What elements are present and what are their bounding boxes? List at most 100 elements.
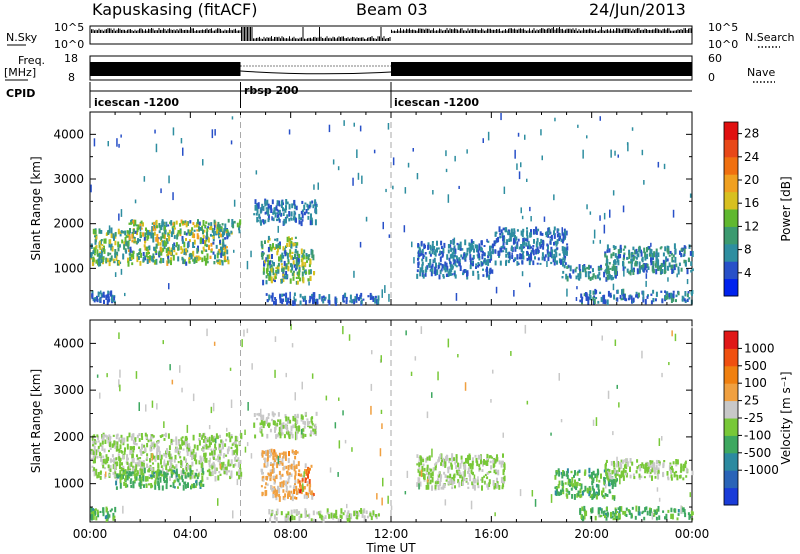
- panel-velocity-cell: [625, 507, 628, 511]
- panel-power-cell: [167, 258, 170, 264]
- panel-power-cell: [431, 241, 434, 244]
- panel-velocity-cell: [616, 518, 619, 521]
- panel-velocity-cell: [347, 510, 350, 515]
- panel-velocity-cell: [601, 490, 603, 496]
- panel-velocity-cell: [290, 509, 293, 515]
- panel-power-cell: [95, 245, 98, 249]
- panel-velocity-cell: [194, 454, 197, 460]
- panel-velocity-cell: [203, 444, 206, 448]
- panel-power-cell: [172, 245, 174, 250]
- panel-velocity-cell: [178, 451, 181, 454]
- panel-velocity-cell: [289, 485, 292, 488]
- panel-power-cell: [563, 264, 566, 269]
- panel-velocity-cell: [168, 459, 171, 463]
- panel-power-cell: [97, 253, 100, 257]
- panel-velocity-cell: [117, 453, 120, 459]
- panel-velocity-cell: [496, 457, 499, 462]
- panel-power-cell: [455, 293, 458, 301]
- panel-power-cell: [468, 248, 471, 254]
- panel-velocity-cell: [145, 436, 148, 440]
- panel-power-cell: [276, 200, 279, 206]
- panel-velocity-cell: [179, 444, 182, 450]
- panel-power-cell: [375, 299, 378, 303]
- panel-velocity-cell: [229, 367, 232, 371]
- panel-velocity-cell: [310, 464, 313, 468]
- panel-power-cell: [301, 200, 304, 204]
- panel-velocity-cell: [280, 511, 283, 516]
- panel-power-cell: [547, 252, 549, 257]
- panel-velocity-cell: [208, 425, 211, 430]
- panel-velocity-cell: [457, 467, 460, 471]
- panel-velocity-cell: [662, 462, 665, 467]
- panel-power-cell: [177, 256, 180, 262]
- panel-power-cell: [167, 255, 170, 259]
- panel-velocity-cell: [299, 482, 302, 488]
- panel-power-cell: [546, 260, 548, 267]
- panel-power-cell: [142, 258, 145, 262]
- panel-velocity-cell: [446, 475, 449, 478]
- panel-power-cell: [125, 250, 128, 254]
- noise-left-label: N.Sky: [6, 31, 38, 44]
- panel-velocity-cell: [121, 437, 124, 444]
- panel-power-cell: [274, 273, 277, 278]
- panel-velocity-cell: [115, 486, 118, 490]
- panel-velocity-cell: [284, 493, 287, 498]
- panel-power-cell: [439, 250, 442, 255]
- panel-power-cell: [624, 297, 627, 301]
- panel-power-cell: [294, 248, 297, 253]
- panel-power-cell: [152, 236, 155, 243]
- panel-velocity-cell: [129, 468, 132, 471]
- panel-velocity-cell: [277, 412, 280, 417]
- panel-velocity-cell: [228, 432, 231, 438]
- nave-tick-top: 60: [708, 52, 722, 65]
- panel-power-cell: [505, 227, 508, 233]
- panel-velocity-cell: [436, 481, 439, 485]
- panel-velocity-cell: [437, 485, 440, 491]
- panel-power-cell: [668, 292, 671, 298]
- panel-power-cell: [438, 274, 441, 280]
- panel-power-cell: [118, 213, 120, 221]
- panel-power-cell: [476, 254, 479, 257]
- panel-velocity-cell: [440, 462, 443, 466]
- panel-velocity-cell: [579, 483, 582, 487]
- panel-velocity-cell: [139, 483, 142, 489]
- panel-power-cell: [232, 224, 235, 229]
- panel-power-cell: [271, 247, 274, 250]
- panel-power-cell: [559, 235, 562, 240]
- panel-velocity-cell: [605, 507, 608, 511]
- panel-power-cell: [460, 254, 463, 258]
- panel-power-cell: [149, 255, 151, 261]
- panel-power-cell: [157, 241, 160, 246]
- panel-velocity-cell: [271, 418, 274, 422]
- panel-velocity-cell: [215, 467, 218, 471]
- panel-power-cell: [117, 241, 120, 248]
- panel-power-cell: [499, 260, 502, 266]
- panel-power-cell: [612, 263, 615, 268]
- panel-power-cell: [190, 230, 193, 236]
- panel-velocity-cell: [262, 424, 265, 429]
- panel-power-cell: [612, 283, 615, 291]
- panel-velocity-cell: [185, 467, 188, 472]
- panel-velocity-cell: [210, 442, 212, 445]
- panel-power-cell: [589, 295, 592, 301]
- panel-power-cell: [512, 242, 515, 245]
- panel-velocity-cell: [680, 463, 683, 468]
- panel-power-cell: [309, 219, 312, 226]
- panel-velocity-cell: [149, 458, 151, 463]
- panel-velocity-cell: [308, 513, 311, 519]
- panel-power-cell: [592, 268, 594, 273]
- panel-power-cell: [160, 188, 162, 194]
- panel-velocity-cell: [198, 440, 201, 446]
- panel-power-cell: [175, 220, 178, 225]
- panel-velocity-cell: [185, 438, 188, 442]
- panel-velocity-cell: [577, 470, 580, 474]
- panel-velocity-cell: [440, 486, 443, 490]
- panel-power-cell: [547, 227, 550, 233]
- panel-power-cell: [499, 247, 502, 252]
- panel-power-cell: [481, 250, 484, 254]
- panel-velocity-cell: [417, 468, 420, 473]
- xtick-label: 20:00: [574, 527, 609, 541]
- panel-power-cell: [515, 238, 517, 241]
- panel-power-cell: [591, 276, 594, 280]
- panel-power-cell: [262, 271, 265, 275]
